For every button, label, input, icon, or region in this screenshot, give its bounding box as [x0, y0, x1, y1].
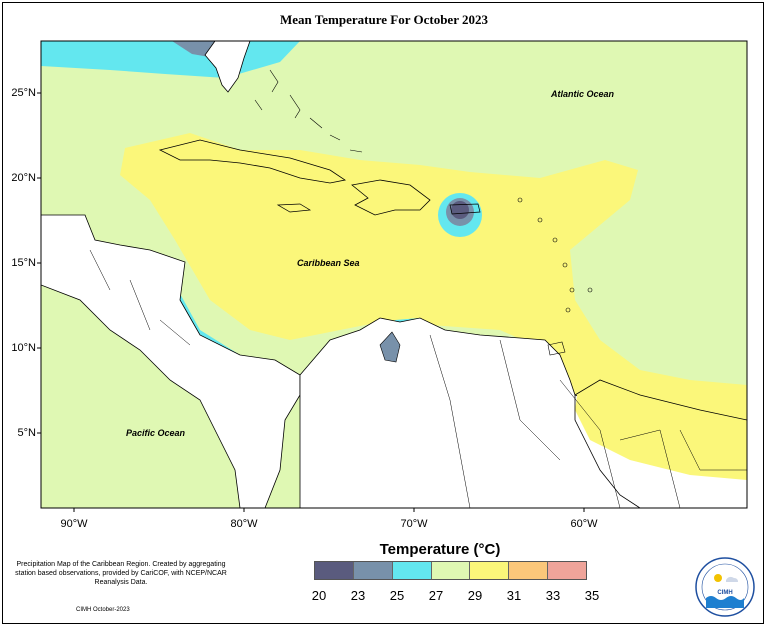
lon-label-80w: 80°W — [230, 518, 258, 530]
legend-tick: 29 — [467, 588, 483, 603]
legend-swatch-31-33 — [509, 562, 549, 579]
legend-tick: 27 — [428, 588, 444, 603]
legend-color-bar — [314, 561, 587, 580]
legend-tick: 31 — [506, 588, 522, 603]
lat-label-15n: 15°N — [11, 257, 36, 269]
label-caribbean-sea: Caribbean Sea — [297, 258, 360, 268]
land-central-america — [41, 214, 301, 508]
map-border — [40, 40, 748, 509]
country-borders — [89, 249, 747, 508]
land-hispaniola — [351, 179, 431, 216]
legend-tick: 35 — [584, 588, 600, 603]
land-guianas — [574, 379, 747, 508]
land-trinidad — [547, 341, 566, 356]
sst-band-29-31-guiana — [575, 375, 747, 480]
lat-label-25n: 25°N — [11, 87, 36, 99]
label-atlantic-ocean: Atlantic Ocean — [551, 89, 615, 99]
axis-ticks — [37, 92, 585, 512]
land-cuba — [158, 139, 347, 184]
map-credit: CIMH October-2023 — [76, 607, 130, 613]
legend-swatch-25-27 — [392, 562, 432, 579]
sst-band-20-23-pr — [451, 201, 469, 219]
legend-swatch-27-29 — [431, 562, 471, 579]
legend-swatch-20-23 — [315, 562, 354, 579]
legend-swatch-33-35 — [548, 562, 587, 579]
lat-label-20n: 20°N — [11, 172, 36, 184]
legend-tick: 25 — [389, 588, 405, 603]
lon-label-90w: 90°W — [60, 518, 88, 530]
legend-tick: 20 — [311, 588, 327, 603]
land-puerto-rico — [449, 203, 481, 215]
logo-text: CIMH — [717, 590, 732, 596]
map-description: Precipitation Map of the Caribbean Regio… — [15, 561, 227, 586]
legend-swatch-23-25 — [353, 562, 393, 579]
land-bahamas — [254, 69, 363, 153]
lat-label-10n: 10°N — [11, 342, 36, 354]
legend-tick: 33 — [545, 588, 561, 603]
legend-swatch-29-31 — [470, 562, 510, 579]
land-florida — [204, 41, 251, 93]
lon-label-60w: 60°W — [570, 518, 598, 530]
cimh-logo-icon: CIMH — [695, 557, 755, 617]
legend-title: Temperature (°C) — [379, 541, 501, 558]
label-pacific-ocean: Pacific Ocean — [126, 428, 186, 438]
map-title: Mean Temperature For October 2023 — [280, 12, 488, 27]
legend-tick: 23 — [350, 588, 366, 603]
lon-label-70w: 70°W — [400, 518, 428, 530]
lat-label-5n: 5°N — [17, 427, 36, 439]
land-lesser-antilles — [517, 197, 593, 313]
land-jamaica — [276, 203, 312, 213]
